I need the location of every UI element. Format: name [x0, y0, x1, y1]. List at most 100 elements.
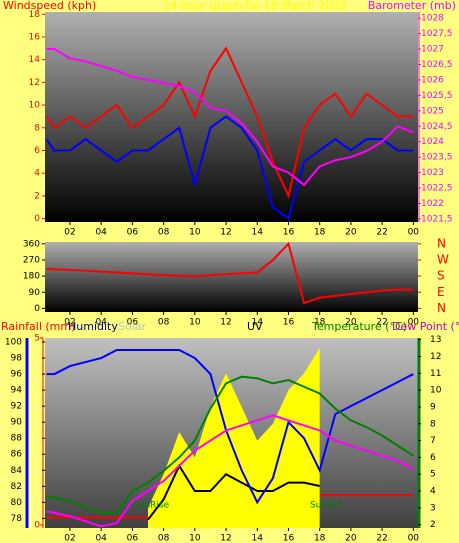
legend-entry: UV [247, 320, 263, 333]
x-tick-label: 12 [220, 318, 231, 328]
series-line [45, 115, 414, 221]
y3-tick-label: 0 [34, 521, 40, 531]
x-tick-label: 02 [64, 318, 75, 328]
y2-tick-label: 7 [430, 436, 436, 446]
y2-tick-label: 2 [430, 520, 436, 530]
x-tick-label: 14 [252, 534, 264, 543]
y2-tick-label: 1027 [421, 45, 444, 55]
y-tick-label: 94 [11, 386, 23, 396]
x-tick-label: 06 [127, 228, 139, 238]
x-tick-label: 08 [158, 318, 170, 328]
x-tick-label: 02 [64, 228, 75, 238]
y-tick-label: 80 [11, 498, 23, 508]
x-tick-label: 00 [408, 534, 420, 543]
y-tick-label: 100 [5, 338, 22, 348]
y2-tick-label: 10 [430, 386, 442, 396]
x-tick-label: 16 [283, 534, 295, 543]
x-tick-label: 12 [220, 534, 231, 543]
y2-tick-label: 5 [430, 470, 436, 480]
x-tick-label: 12 [220, 228, 231, 238]
x-tick-label: 18 [314, 228, 326, 238]
y2-tick-label: S [437, 269, 445, 283]
y-tick-label: 8 [34, 123, 40, 133]
x-tick-label: 08 [158, 534, 170, 543]
x-tick-label: 04 [95, 534, 107, 543]
y2-tick-label: 1026,5 [421, 60, 453, 70]
series-line [46, 48, 414, 187]
x-tick-label: 22 [376, 534, 387, 543]
x-tick-label: 08 [158, 228, 170, 238]
x-tick-label: 18 [314, 318, 326, 328]
y2-tick-label: E [437, 285, 445, 299]
y-tick-label: 270 [23, 255, 40, 265]
x-tick-label: 10 [189, 228, 201, 238]
x-tick-label: 22 [376, 318, 387, 328]
y2-tick-label: 8 [430, 419, 436, 429]
title: 24 hour graph for 19 March 2003 [163, 0, 346, 12]
y-tick-label: 360 [23, 239, 40, 249]
x-tick-label: 18 [314, 534, 326, 543]
y2-tick-label: 1021,5 [421, 214, 453, 224]
x-tick-label: 20 [345, 228, 357, 238]
x-tick-label: 14 [252, 228, 264, 238]
y2-tick-label: W [437, 252, 449, 266]
y-tick-label: 12 [29, 78, 40, 88]
y2-tick-label: 1025 [421, 106, 444, 116]
y2-tick-label: 9 [430, 402, 436, 412]
y3-tick-label: 5 [34, 334, 40, 344]
y2-tick-label: 1022 [421, 199, 444, 209]
y2-tick-label: 13 [430, 335, 441, 345]
x-tick-label: 02 [64, 534, 75, 543]
x-tick-label: 00 [408, 228, 420, 238]
series-line [46, 375, 414, 514]
y-tick-label: 0 [34, 304, 40, 314]
x-tick-label: 06 [127, 534, 139, 543]
legend-entry: Rainfall (mm) [1, 320, 75, 333]
y2-tick-label: 1024 [421, 137, 444, 147]
legend-entry: Dew Point (°C) [392, 320, 459, 333]
y-tick-label: 18 [29, 10, 41, 20]
y-tick-label: 78 [11, 514, 23, 524]
x-tick-label: 04 [95, 318, 107, 328]
y2-tick-label: 1026 [421, 75, 444, 85]
legend-entry: Solar [118, 320, 147, 333]
y2-tick-label: 4 [430, 487, 436, 497]
y-tick-label: 6 [34, 146, 40, 156]
legend-entry: Temperature (°C) [311, 320, 407, 333]
plot-area [45, 12, 418, 222]
series-line [45, 46, 414, 199]
x-tick-label: 16 [283, 318, 295, 328]
legend-entry: Humidity [68, 320, 118, 333]
y2-tick-label: 12 [430, 352, 441, 362]
y2-axis-label: Barometer (mb) [368, 0, 456, 12]
y2-tick-label: 1025,5 [421, 91, 453, 101]
x-tick-label: 22 [376, 228, 387, 238]
x-tick-label: 04 [95, 228, 107, 238]
y-tick-label: 10 [29, 101, 41, 111]
x-tick-label: 10 [189, 534, 201, 543]
y2-tick-label: 6 [430, 453, 436, 463]
y-tick-label: 84 [11, 466, 23, 476]
y2-tick-label: 11 [430, 369, 441, 379]
plot-area [45, 242, 418, 312]
annotation: SunSet [310, 501, 342, 511]
x-tick-label: 20 [345, 534, 357, 543]
y2-tick-label: N [437, 301, 446, 315]
y-tick-label: 92 [11, 402, 22, 412]
y2-tick-label: 1028 [421, 14, 444, 24]
series-line [46, 241, 414, 305]
y2-tick-label: 1024,5 [421, 122, 453, 132]
y-tick-label: 4 [34, 169, 40, 179]
y-tick-label: 98 [11, 354, 23, 364]
x-tick-label: 00 [408, 318, 420, 328]
y2-tick-label: 3 [430, 503, 436, 513]
y-tick-label: 90 [11, 418, 23, 428]
y2-tick-label: 1027,5 [421, 29, 453, 39]
y2-tick-label: 1022,5 [421, 184, 453, 194]
x-tick-label: 06 [127, 318, 139, 328]
y-tick-label: 88 [11, 434, 23, 444]
y-tick-label: 90 [29, 288, 41, 298]
series-line [46, 414, 414, 528]
y-tick-label: 86 [11, 450, 23, 460]
